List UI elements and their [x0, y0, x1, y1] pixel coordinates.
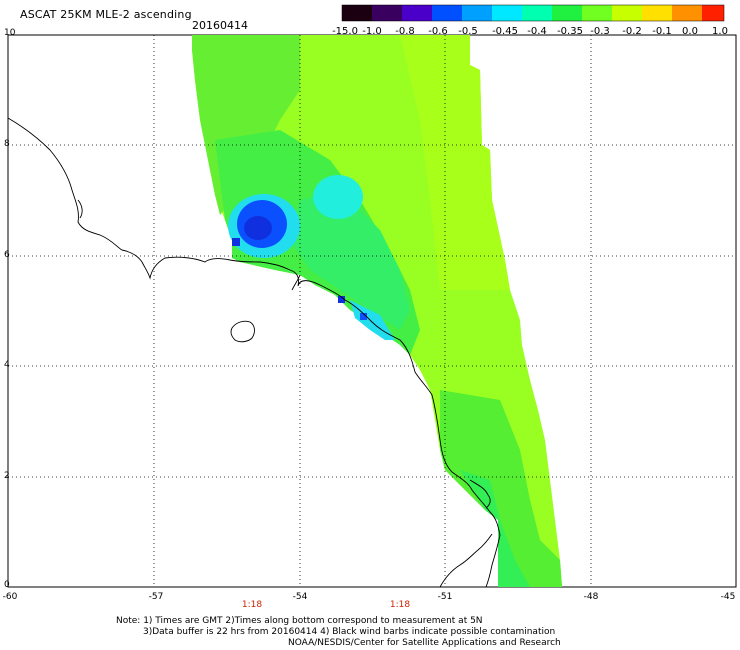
colorbar-label: -0.5: [458, 26, 478, 37]
colorbar-seg: [492, 5, 522, 21]
lat-label: 10: [4, 28, 16, 38]
note-line-1: Note: 1) Times are GMT 2)Times along bot…: [116, 616, 483, 626]
colorbar-label: -1.0: [362, 26, 382, 37]
colorbar-seg: [372, 5, 402, 21]
lat-label: 6: [4, 250, 10, 260]
lat-label: 2: [4, 471, 10, 481]
colorbar-seg: [672, 5, 702, 21]
colorbar-label: -0.35: [557, 26, 583, 37]
colorbar-seg: [612, 5, 642, 21]
colorbar-seg: [342, 5, 372, 21]
colorbar-label: -0.45: [492, 26, 518, 37]
colorbar-seg: [432, 5, 462, 21]
colorbar: [341, 4, 725, 22]
colorbar-seg: [642, 5, 672, 21]
colorbar-seg: [552, 5, 582, 21]
note-line-2: 3)Data buffer is 22 hrs from 20160414 4)…: [143, 627, 556, 637]
note-line-3: NOAA/NESDIS/Center for Satellite Applica…: [288, 638, 561, 648]
colorbar-label: -15.0: [332, 26, 358, 37]
lat-label: 4: [4, 360, 10, 370]
lon-label: -54: [292, 592, 308, 602]
wind-swath: [192, 35, 562, 587]
time-label: 1:18: [389, 600, 411, 610]
lat-label: 8: [4, 139, 10, 149]
colorbar-seg: [582, 5, 612, 21]
island: [230, 320, 255, 343]
colorbar-seg: [522, 5, 552, 21]
lon-label: -51: [437, 592, 453, 602]
colorbar-seg: [702, 5, 724, 21]
colorbar-seg: [402, 5, 432, 21]
colorbar-label: 0.0: [682, 26, 698, 37]
colorbar-seg: [462, 5, 492, 21]
colorbar-label: -0.4: [527, 26, 547, 37]
colorbar-label: -0.3: [590, 26, 610, 37]
lat-label: 0: [4, 580, 10, 590]
lon-label: -57: [148, 592, 164, 602]
lat-lon-grid: [8, 35, 736, 587]
colorbar-label: -0.6: [428, 26, 448, 37]
map-date: 20160414: [192, 19, 248, 32]
time-label: 1:18: [241, 600, 263, 610]
lon-label: -60: [2, 592, 18, 602]
colorbar-label: -0.8: [395, 26, 415, 37]
lon-label: -48: [583, 592, 599, 602]
colorbar-label: 1.0: [712, 26, 728, 37]
map-title: ASCAT 25KM MLE-2 ascending: [20, 8, 192, 21]
lon-label: -45: [720, 592, 736, 602]
coastline: [7, 117, 501, 588]
colorbar-label: -0.2: [622, 26, 642, 37]
colorbar-label: -0.1: [652, 26, 672, 37]
